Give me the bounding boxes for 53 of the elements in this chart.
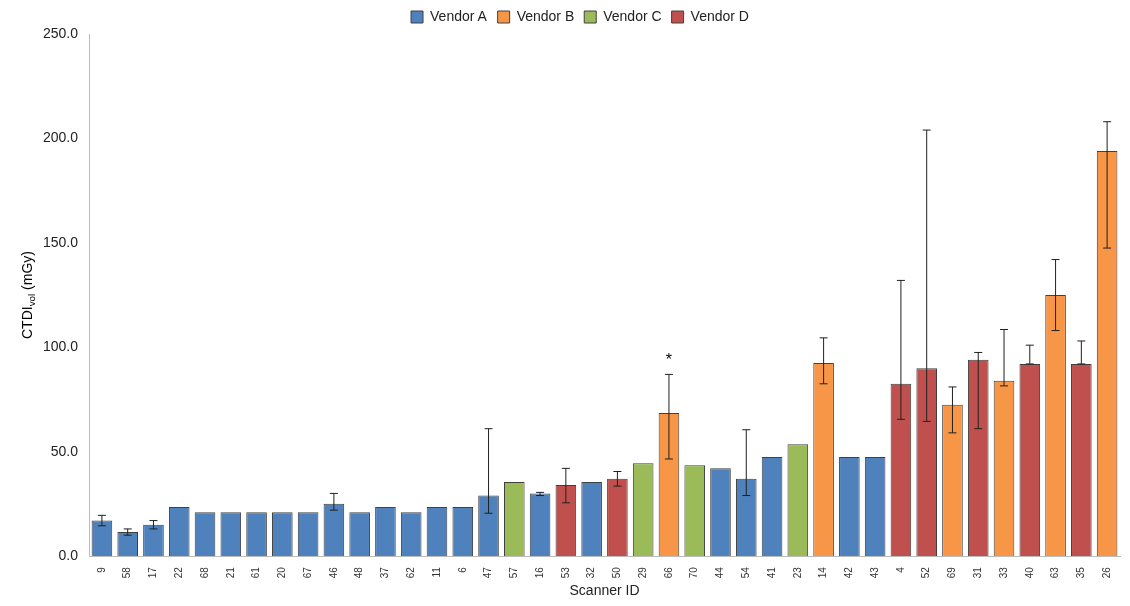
x-tick-label: 50 (611, 566, 623, 579)
x-tick-label: 21 (224, 566, 236, 579)
x-tick-label: 54 (740, 566, 752, 579)
x-tick-label: 68 (198, 566, 210, 579)
x-tick-label: 4 (894, 566, 906, 573)
x-tick-label: 6 (456, 566, 468, 573)
x-tick-label: 52 (920, 566, 932, 579)
x-tick-label: 14 (817, 566, 829, 579)
x-tick-label: 11 (430, 566, 442, 578)
x-tick-label: 57 (508, 566, 520, 579)
x-tick-label: 61 (250, 566, 262, 579)
x-tick-label: 20 (276, 566, 288, 579)
x-tick-label: 47 (482, 566, 494, 579)
y-tick-label: 150.0 (42, 233, 79, 250)
y-tick-label: 100.0 (42, 338, 79, 355)
x-tick-label: 31 (971, 566, 983, 579)
legend-label: Vendor A (430, 7, 488, 24)
x-tick-label: 44 (714, 566, 726, 579)
x-tick-label: 40 (1023, 566, 1035, 579)
y-tick-label: 250.0 (42, 24, 79, 41)
y-tick-label: 0.0 (58, 546, 79, 563)
y-tick-label: 50.0 (50, 442, 79, 459)
legend-label: Vendor D (690, 7, 749, 24)
x-tick-label: 58 (121, 566, 133, 579)
x-tick-label: 42 (843, 566, 855, 579)
x-tick-label: 9 (95, 566, 107, 573)
x-tick-label: 29 (636, 566, 648, 579)
x-tick-label: 37 (379, 566, 391, 579)
legend-label: Vendor B (516, 7, 575, 24)
x-tick-label: 70 (688, 566, 700, 579)
x-tick-label: 23 (791, 566, 803, 579)
x-tick-label: 33 (997, 566, 1009, 579)
x-tick-label: 62 (404, 566, 416, 579)
x-tick-label: 16 (533, 566, 545, 579)
x-tick-label: 35 (1075, 566, 1087, 579)
x-tick-label: 48 (353, 566, 365, 579)
x-tick-label: 66 (662, 566, 674, 579)
x-tick-label: 69 (946, 566, 958, 579)
legend-label: Vendor C (603, 7, 662, 24)
x-tick-label: 43 (868, 566, 880, 579)
x-axis-title: Scanner ID (569, 582, 640, 599)
x-tick-label: 63 (1049, 566, 1061, 579)
x-tick-label: 26 (1100, 566, 1112, 579)
x-tick-label: 17 (147, 566, 159, 579)
x-tick-label: 53 (559, 566, 571, 579)
x-tick-label: 46 (327, 566, 339, 579)
y-tick-label: 200.0 (42, 129, 79, 146)
annotation: * (665, 350, 673, 368)
x-tick-label: 22 (172, 566, 184, 579)
x-tick-label: 32 (585, 566, 597, 579)
x-tick-label: 67 (301, 566, 313, 579)
x-tick-label: 41 (765, 566, 777, 579)
y-axis-title: CTDIvol (mGy) (18, 251, 37, 340)
